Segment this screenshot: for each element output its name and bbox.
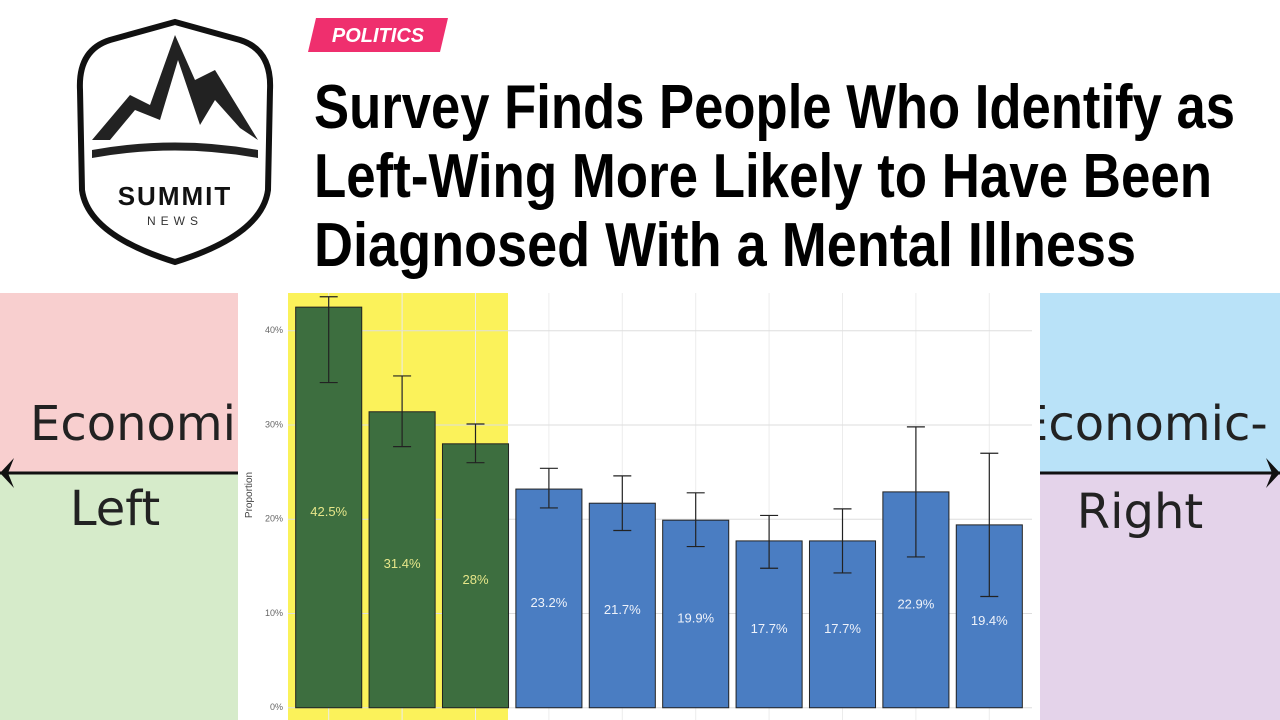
logo: SUMMIT NEWS [76,18,274,266]
quadrant [1020,293,1280,473]
value-label: 21.7% [604,602,641,617]
quadrant [0,293,260,473]
logo-shield [76,18,274,266]
headline: Left-Wing More Likely to Have Been [314,142,1212,211]
quadrant [0,473,260,720]
tag: POLITICS [332,25,425,47]
value-label: 23.2% [530,595,567,610]
arrow-head [1266,458,1280,488]
value-label: 17.7% [751,621,788,636]
value-label: 22.9% [897,596,934,611]
bar [515,488,583,709]
logo-mountain [92,35,258,140]
arrow-head [0,458,14,488]
y-tick-label: 40% [265,325,283,335]
compass-label: Economic- [1018,396,1268,452]
y-tick-label: 10% [265,608,283,618]
headline: Diagnosed With a Mental Illness [314,211,1136,280]
value-label: 17.7% [824,621,861,636]
y-tick-label: 20% [265,514,283,524]
bar [588,502,656,709]
value-label: 31.4% [384,556,421,571]
bar [441,443,510,709]
chart: 0% 10% 20% 30% 40% 42.5% 31.4% 28% 23.2% 21.7% 19.… [265,293,1032,720]
compass-label: Right [1077,484,1203,540]
compass: Economic Left Economic- Right [0,293,1280,720]
tag-badge [308,18,448,52]
bar [662,519,730,709]
value-label: 42.5% [310,504,347,519]
y-tick-label: 0% [270,702,283,712]
value-label: 19.9% [677,610,714,625]
quadrant [1020,473,1280,720]
logo-ridge [92,142,258,158]
compass-label: Economic [30,396,262,452]
logo-sub: NEWS [147,214,203,228]
value-label: 19.4% [971,613,1008,628]
logo-name: SUMMIT [118,181,233,211]
headline: Survey Finds People Who Identify as [314,73,1235,142]
value-label: 28% [462,572,488,587]
y-axis-title: Proportion [244,472,255,518]
y-tick-label: 30% [265,419,283,429]
bar [368,411,436,709]
compass-label: Left [70,481,160,537]
